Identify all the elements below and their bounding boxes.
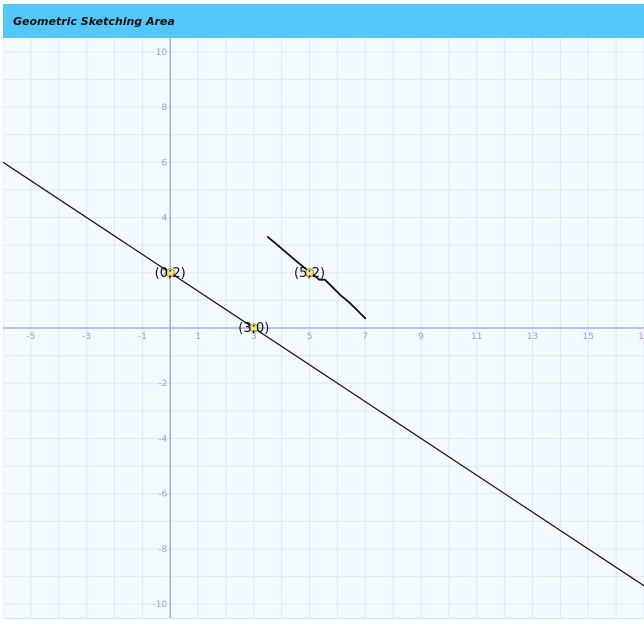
sketching-canvas[interactable]: -5-3-11357911131517108642-2-4-6-8-10 (0;… (3, 38, 644, 619)
y-tick-label: -8 (158, 545, 167, 555)
x-tick-label: 17 (638, 332, 644, 342)
freehand-stroke[interactable] (266, 236, 367, 320)
y-tick-label: 8 (161, 103, 167, 113)
line-through-points[interactable] (3, 161, 644, 587)
x-tick-label: 13 (527, 332, 538, 342)
x-tick-label: 7 (362, 332, 368, 342)
y-tick-label: 4 (161, 214, 167, 224)
x-tick-label: 1 (195, 332, 201, 342)
y-tick-label: -10 (153, 600, 168, 610)
y-tick-label: 10 (156, 48, 168, 58)
x-tick-label: -5 (26, 332, 35, 342)
x-tick-label: 5 (307, 332, 313, 342)
y-tick-label: -2 (158, 379, 167, 389)
point-label: (3;0) (238, 321, 269, 336)
x-tick-label: 15 (583, 332, 594, 342)
x-tick-label: -3 (82, 332, 91, 342)
y-tick-label: -4 (158, 434, 167, 444)
window-title: Geometric Sketching Area (13, 14, 175, 28)
sketch-graph[interactable]: -5-3-11357911131517108642-2-4-6-8-10 (0;… (3, 38, 644, 618)
y-tick-label: -6 (158, 490, 167, 500)
point-marker[interactable] (249, 323, 259, 333)
x-tick-label: 11 (471, 332, 482, 342)
point-label: (0;2) (155, 266, 186, 281)
point-label: (5;2) (294, 266, 325, 281)
y-tick-label: 2 (161, 269, 167, 279)
x-tick-label: 3 (251, 332, 257, 342)
point-marker[interactable] (165, 268, 175, 278)
point-marker[interactable] (305, 268, 315, 278)
y-tick-label: 6 (161, 158, 167, 168)
x-tick-label: 9 (418, 332, 424, 342)
x-tick-label: -1 (138, 332, 147, 342)
title-bar: Geometric Sketching Area (3, 4, 644, 38)
